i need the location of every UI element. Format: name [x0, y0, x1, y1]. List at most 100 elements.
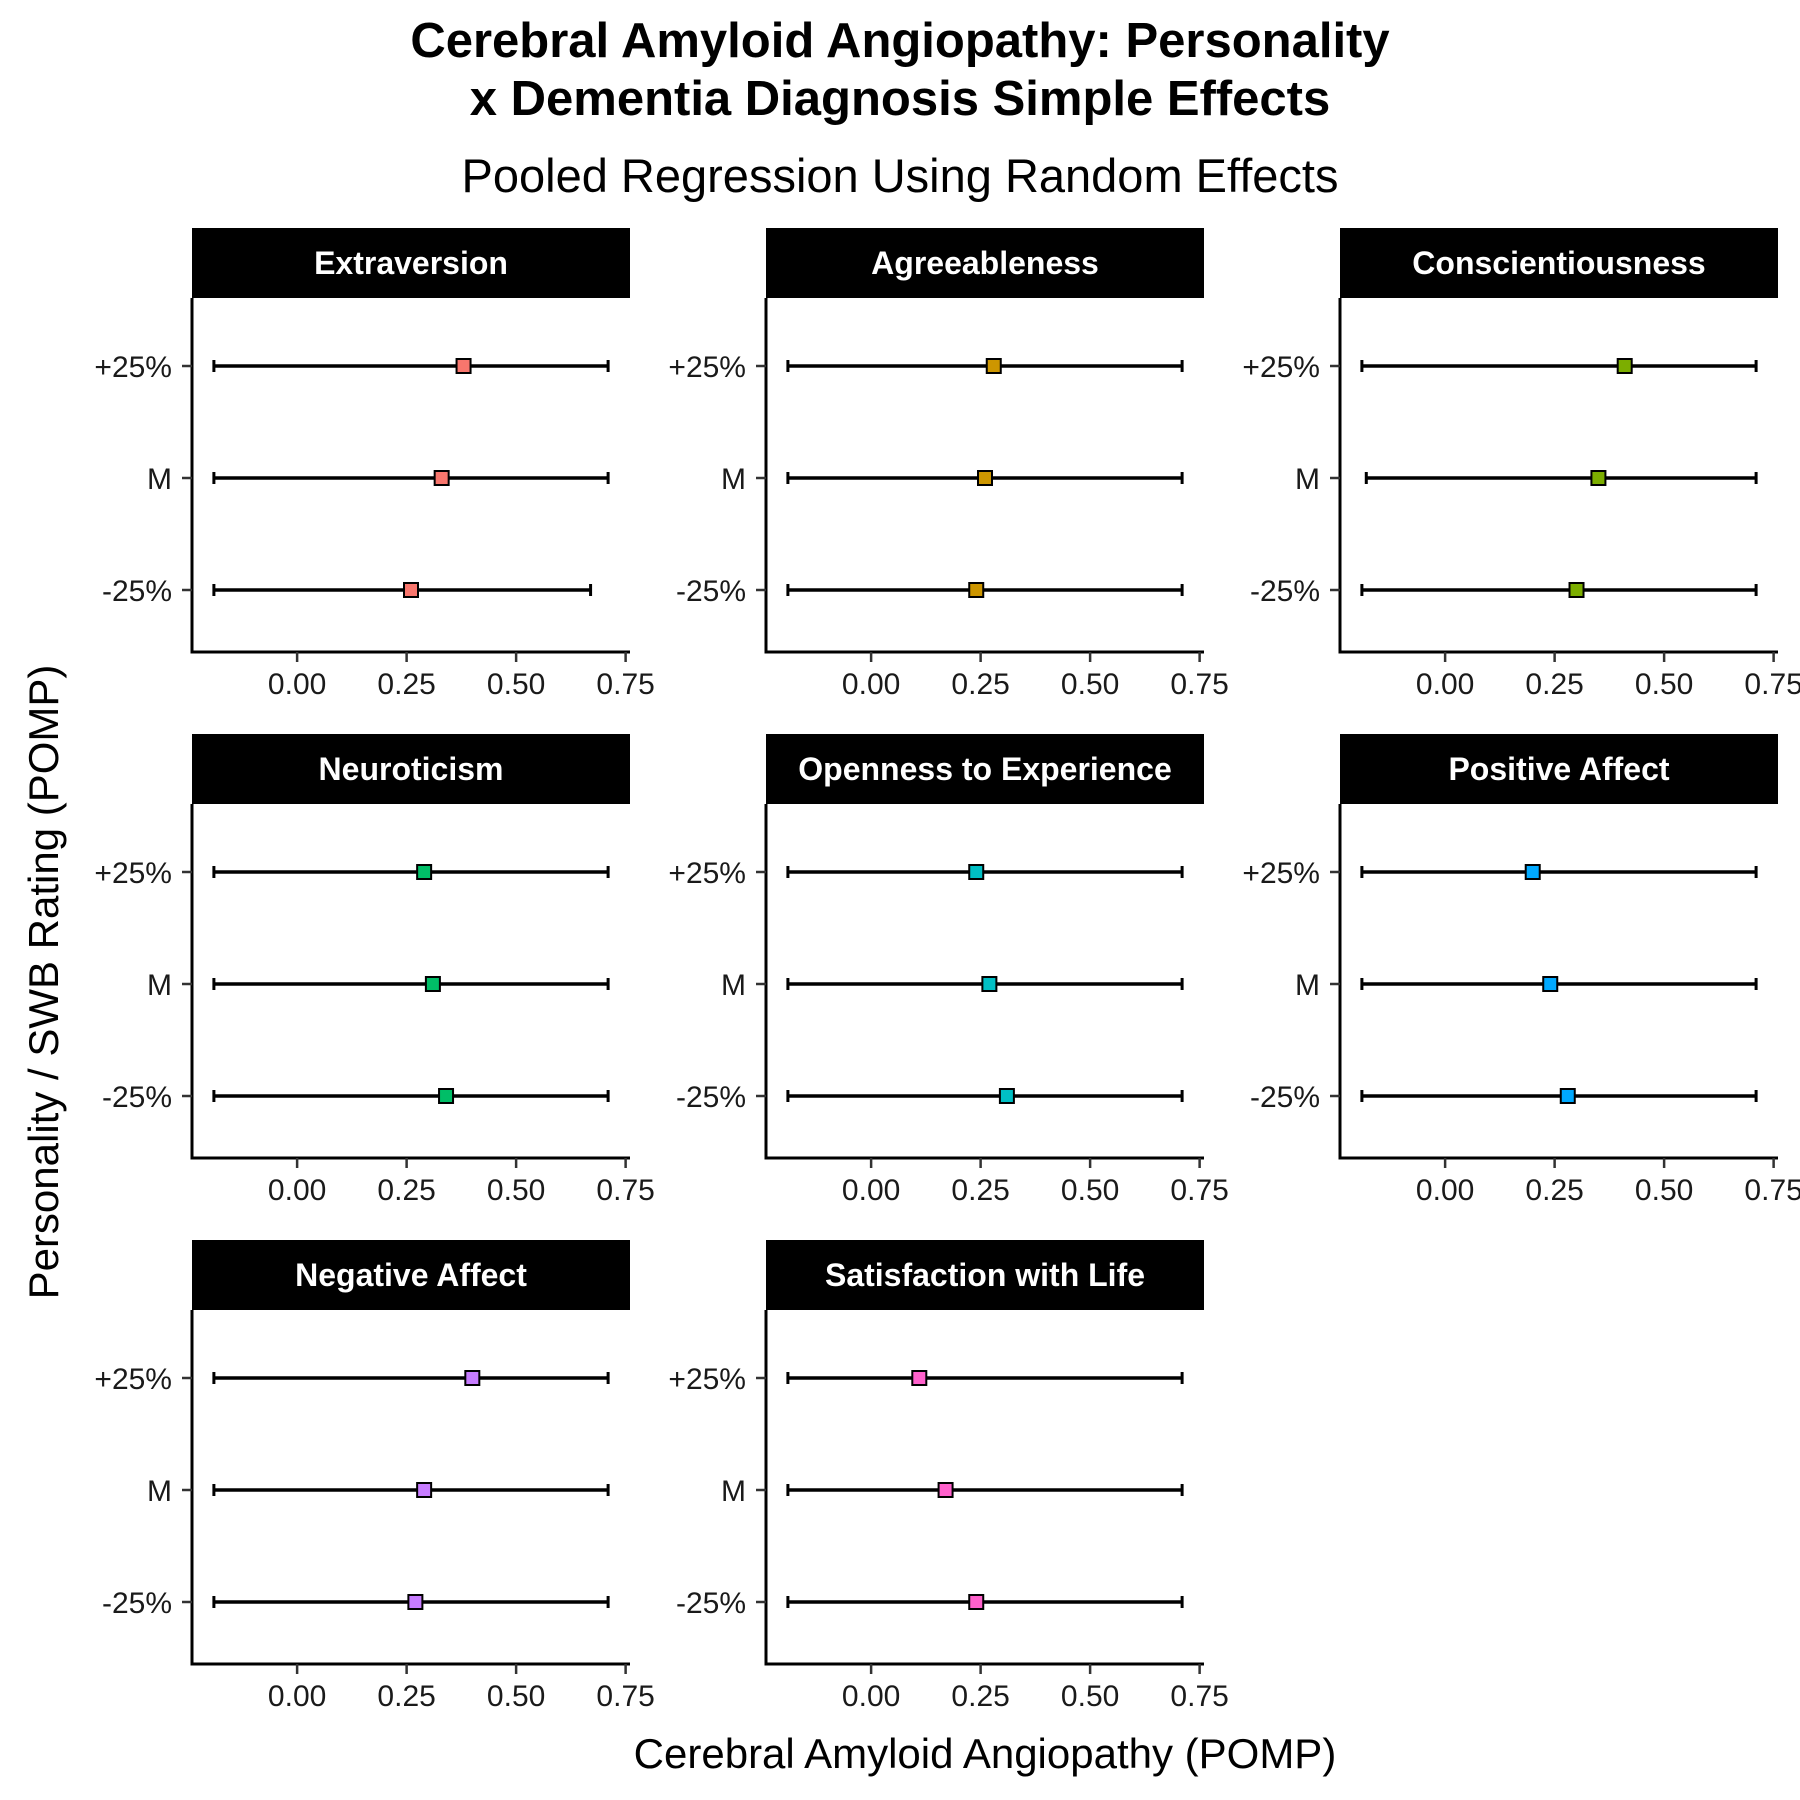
y-tick-label-negative-affect-minus-25: -25%	[102, 1587, 172, 1620]
panel-strip-conscientiousness	[1340, 228, 1778, 298]
x-tick-label-conscientiousness-3: 0.75	[1744, 668, 1800, 701]
y-tick-label-extraversion-minus-25: -25%	[102, 575, 172, 608]
x-tick-label-conscientiousness-0: 0.00	[1416, 668, 1474, 701]
x-tick-label-negative-affect-2: 0.50	[487, 1680, 545, 1713]
point-estimate-positive-affect-minus-25	[1559, 1088, 1576, 1104]
x-tick-label-positive-affect-0: 0.00	[1416, 1174, 1474, 1207]
y-tick-label-conscientiousness-mean: M	[1295, 463, 1320, 496]
point-estimate-extraversion-mean	[433, 470, 450, 486]
panel-title-agreeableness: Agreeableness	[871, 245, 1099, 281]
panel-strip-extraversion	[192, 228, 630, 298]
x-tick-label-agreeableness-0: 0.00	[842, 668, 900, 701]
chart-subtitle: Pooled Regression Using Random Effects	[461, 149, 1339, 202]
x-tick-label-positive-affect-1: 0.25	[1525, 1174, 1583, 1207]
y-tick-label-conscientiousness-plus-25: +25%	[1242, 351, 1320, 384]
y-tick-label-satisfaction-with-life-plus-25: +25%	[668, 1363, 746, 1396]
x-tick-label-extraversion-3: 0.75	[596, 668, 654, 701]
y-tick-label-neuroticism-plus-25: +25%	[94, 857, 172, 890]
x-tick-label-satisfaction-with-life-3: 0.75	[1170, 1680, 1228, 1713]
y-tick-label-neuroticism-mean: M	[147, 969, 172, 1002]
y-tick-label-agreeableness-mean: M	[721, 463, 746, 496]
panel-title-openness-to-experience: Openness to Experience	[798, 751, 1171, 787]
panel-strip-satisfaction-with-life	[766, 1240, 1204, 1310]
x-tick-label-satisfaction-with-life-0: 0.00	[842, 1680, 900, 1713]
point-estimate-conscientiousness-mean	[1590, 470, 1607, 486]
x-tick-label-neuroticism-2: 0.50	[487, 1174, 545, 1207]
panel-strip-agreeableness	[766, 228, 1204, 298]
x-tick-label-negative-affect-1: 0.25	[377, 1680, 435, 1713]
x-tick-label-neuroticism-0: 0.00	[268, 1174, 326, 1207]
point-estimate-agreeableness-minus-25	[968, 582, 985, 598]
point-estimate-negative-affect-plus-25	[464, 1370, 481, 1386]
x-tick-label-positive-affect-2: 0.50	[1635, 1174, 1693, 1207]
x-tick-label-negative-affect-0: 0.00	[268, 1680, 326, 1713]
point-estimate-openness-to-experience-minus-25	[998, 1088, 1015, 1104]
panel-strip-negative-affect	[192, 1240, 630, 1310]
x-tick-label-satisfaction-with-life-1: 0.25	[951, 1680, 1009, 1713]
point-estimate-negative-affect-mean	[416, 1482, 433, 1498]
y-tick-label-satisfaction-with-life-minus-25: -25%	[676, 1587, 746, 1620]
point-estimate-extraversion-plus-25	[455, 358, 472, 374]
x-tick-label-extraversion-1: 0.25	[377, 668, 435, 701]
y-tick-label-positive-affect-minus-25: -25%	[1250, 1081, 1320, 1114]
x-tick-label-openness-to-experience-1: 0.25	[951, 1174, 1009, 1207]
y-axis-title: Personality / SWB Rating (POMP)	[20, 665, 67, 1300]
x-axis-title: Cerebral Amyloid Angiopathy (POMP)	[634, 1730, 1337, 1777]
point-estimate-negative-affect-minus-25	[407, 1594, 424, 1610]
chart-title-line-1: Cerebral Amyloid Angiopathy: Personality	[410, 14, 1390, 68]
point-estimate-conscientiousness-plus-25	[1616, 358, 1633, 374]
point-estimate-positive-affect-plus-25	[1524, 864, 1541, 880]
panel-strip-positive-affect	[1340, 734, 1778, 804]
point-estimate-neuroticism-plus-25	[416, 864, 433, 880]
x-tick-label-openness-to-experience-3: 0.75	[1170, 1174, 1228, 1207]
y-tick-label-openness-to-experience-minus-25: -25%	[676, 1081, 746, 1114]
x-tick-label-positive-affect-3: 0.75	[1744, 1174, 1800, 1207]
x-tick-label-conscientiousness-2: 0.50	[1635, 668, 1693, 701]
x-tick-label-extraversion-0: 0.00	[268, 668, 326, 701]
y-tick-label-satisfaction-with-life-mean: M	[721, 1475, 746, 1508]
panel-title-negative-affect: Negative Affect	[295, 1257, 527, 1293]
y-tick-label-openness-to-experience-mean: M	[721, 969, 746, 1002]
y-tick-label-agreeableness-plus-25: +25%	[668, 351, 746, 384]
y-tick-label-openness-to-experience-plus-25: +25%	[668, 857, 746, 890]
y-tick-label-negative-affect-mean: M	[147, 1475, 172, 1508]
x-tick-label-agreeableness-3: 0.75	[1170, 668, 1228, 701]
chart-title: Cerebral Amyloid Angiopathy: Personality…	[0, 12, 1800, 128]
y-tick-label-positive-affect-plus-25: +25%	[1242, 857, 1320, 890]
panel-title-extraversion: Extraversion	[314, 245, 508, 281]
x-tick-label-conscientiousness-1: 0.25	[1525, 668, 1583, 701]
x-tick-label-extraversion-2: 0.50	[487, 668, 545, 701]
x-tick-label-agreeableness-1: 0.25	[951, 668, 1009, 701]
point-estimate-satisfaction-with-life-mean	[937, 1482, 954, 1498]
y-tick-label-negative-affect-plus-25: +25%	[94, 1363, 172, 1396]
x-tick-label-agreeableness-2: 0.50	[1061, 668, 1119, 701]
panel-title-satisfaction-with-life: Satisfaction with Life	[825, 1257, 1145, 1293]
point-estimate-neuroticism-minus-25	[438, 1088, 455, 1104]
x-tick-label-openness-to-experience-2: 0.50	[1061, 1174, 1119, 1207]
panel-title-positive-affect: Positive Affect	[1448, 751, 1669, 787]
x-tick-label-openness-to-experience-0: 0.00	[842, 1174, 900, 1207]
point-estimate-extraversion-minus-25	[403, 582, 419, 598]
point-estimate-agreeableness-plus-25	[985, 358, 1002, 374]
y-tick-label-positive-affect-mean: M	[1295, 969, 1320, 1002]
panel-strip-openness-to-experience	[766, 734, 1204, 804]
panel-title-conscientiousness: Conscientiousness	[1412, 245, 1705, 281]
point-estimate-conscientiousness-minus-25	[1568, 582, 1585, 598]
x-tick-label-neuroticism-1: 0.25	[377, 1174, 435, 1207]
point-estimate-openness-to-experience-mean	[981, 976, 998, 992]
point-estimate-satisfaction-with-life-minus-25	[968, 1594, 985, 1610]
x-tick-label-negative-affect-3: 0.75	[596, 1680, 654, 1713]
panel-strip-neuroticism	[192, 734, 630, 804]
y-tick-label-conscientiousness-minus-25: -25%	[1250, 575, 1320, 608]
chart-title-line-2: x Dementia Diagnosis Simple Effects	[469, 72, 1331, 126]
point-estimate-positive-affect-mean	[1542, 976, 1559, 992]
point-estimate-neuroticism-mean	[424, 976, 441, 992]
panel-title-neuroticism: Neuroticism	[319, 751, 504, 787]
y-tick-label-agreeableness-minus-25: -25%	[676, 575, 746, 608]
point-estimate-agreeableness-mean	[977, 470, 993, 486]
point-estimate-openness-to-experience-plus-25	[968, 864, 985, 880]
x-tick-label-satisfaction-with-life-2: 0.50	[1061, 1680, 1119, 1713]
y-tick-label-extraversion-plus-25: +25%	[94, 351, 172, 384]
x-tick-label-neuroticism-3: 0.75	[596, 1174, 654, 1207]
